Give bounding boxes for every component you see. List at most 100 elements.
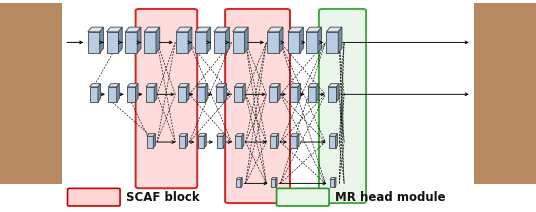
Polygon shape [288,27,303,32]
Polygon shape [176,27,192,32]
Text: MR head module: MR head module [335,191,445,204]
Polygon shape [125,32,137,53]
Polygon shape [185,134,188,148]
Polygon shape [326,32,338,53]
FancyBboxPatch shape [0,4,62,184]
Polygon shape [236,179,241,187]
Polygon shape [214,32,226,53]
Polygon shape [300,27,303,53]
FancyBboxPatch shape [474,4,536,184]
Polygon shape [197,84,208,87]
Polygon shape [336,134,338,148]
Polygon shape [288,32,300,53]
Polygon shape [267,27,283,32]
Polygon shape [156,27,160,53]
Polygon shape [144,27,160,32]
Polygon shape [334,178,336,187]
Polygon shape [107,27,122,32]
Polygon shape [108,84,120,87]
FancyBboxPatch shape [319,9,366,203]
FancyBboxPatch shape [68,188,120,206]
Polygon shape [205,84,208,102]
Polygon shape [328,84,339,87]
Polygon shape [244,27,248,53]
Polygon shape [137,27,141,53]
Polygon shape [90,84,101,87]
Polygon shape [117,84,120,102]
Polygon shape [207,27,211,53]
Polygon shape [127,84,138,87]
Polygon shape [270,134,279,136]
Polygon shape [267,32,279,53]
Text: SCAF block: SCAF block [126,191,199,204]
Polygon shape [289,84,301,87]
Polygon shape [308,87,316,102]
Polygon shape [270,136,277,148]
Polygon shape [278,84,280,102]
Polygon shape [136,84,138,102]
Polygon shape [179,136,185,148]
Polygon shape [153,134,155,148]
Polygon shape [125,27,141,32]
Polygon shape [233,27,248,32]
Polygon shape [197,87,205,102]
Polygon shape [147,136,153,148]
Polygon shape [118,27,122,53]
FancyBboxPatch shape [225,9,290,203]
Polygon shape [271,178,277,179]
Polygon shape [88,32,100,53]
Polygon shape [291,136,297,148]
Polygon shape [306,32,318,53]
Polygon shape [279,27,283,53]
Polygon shape [291,134,299,136]
Polygon shape [234,87,243,102]
Polygon shape [107,32,118,53]
Polygon shape [188,27,192,53]
Polygon shape [154,84,157,102]
Polygon shape [337,84,339,102]
Polygon shape [329,136,336,148]
Polygon shape [243,84,245,102]
Polygon shape [277,134,279,148]
Polygon shape [146,87,154,102]
Polygon shape [318,27,322,53]
Polygon shape [269,87,278,102]
Polygon shape [147,134,155,136]
Polygon shape [236,178,242,179]
Polygon shape [241,178,242,187]
Polygon shape [144,32,156,53]
Polygon shape [204,134,206,148]
Polygon shape [289,87,298,102]
Polygon shape [338,27,342,53]
Polygon shape [242,134,244,148]
FancyBboxPatch shape [277,188,329,206]
Polygon shape [198,136,204,148]
Polygon shape [269,84,280,87]
Polygon shape [179,134,188,136]
Polygon shape [226,27,229,53]
Polygon shape [235,134,244,136]
Polygon shape [297,134,299,148]
Polygon shape [178,84,189,87]
Polygon shape [127,87,136,102]
Polygon shape [235,136,242,148]
Polygon shape [214,27,229,32]
Polygon shape [100,27,103,53]
Polygon shape [215,87,224,102]
Polygon shape [326,27,342,32]
FancyBboxPatch shape [136,9,197,188]
Polygon shape [329,134,338,136]
Polygon shape [233,32,244,53]
Polygon shape [108,87,117,102]
Polygon shape [146,84,157,87]
Polygon shape [316,84,319,102]
Polygon shape [271,179,276,187]
Polygon shape [217,136,223,148]
Polygon shape [306,27,322,32]
Polygon shape [176,32,188,53]
Polygon shape [308,84,319,87]
Polygon shape [276,178,277,187]
Polygon shape [224,84,227,102]
Polygon shape [234,84,245,87]
Polygon shape [223,134,225,148]
